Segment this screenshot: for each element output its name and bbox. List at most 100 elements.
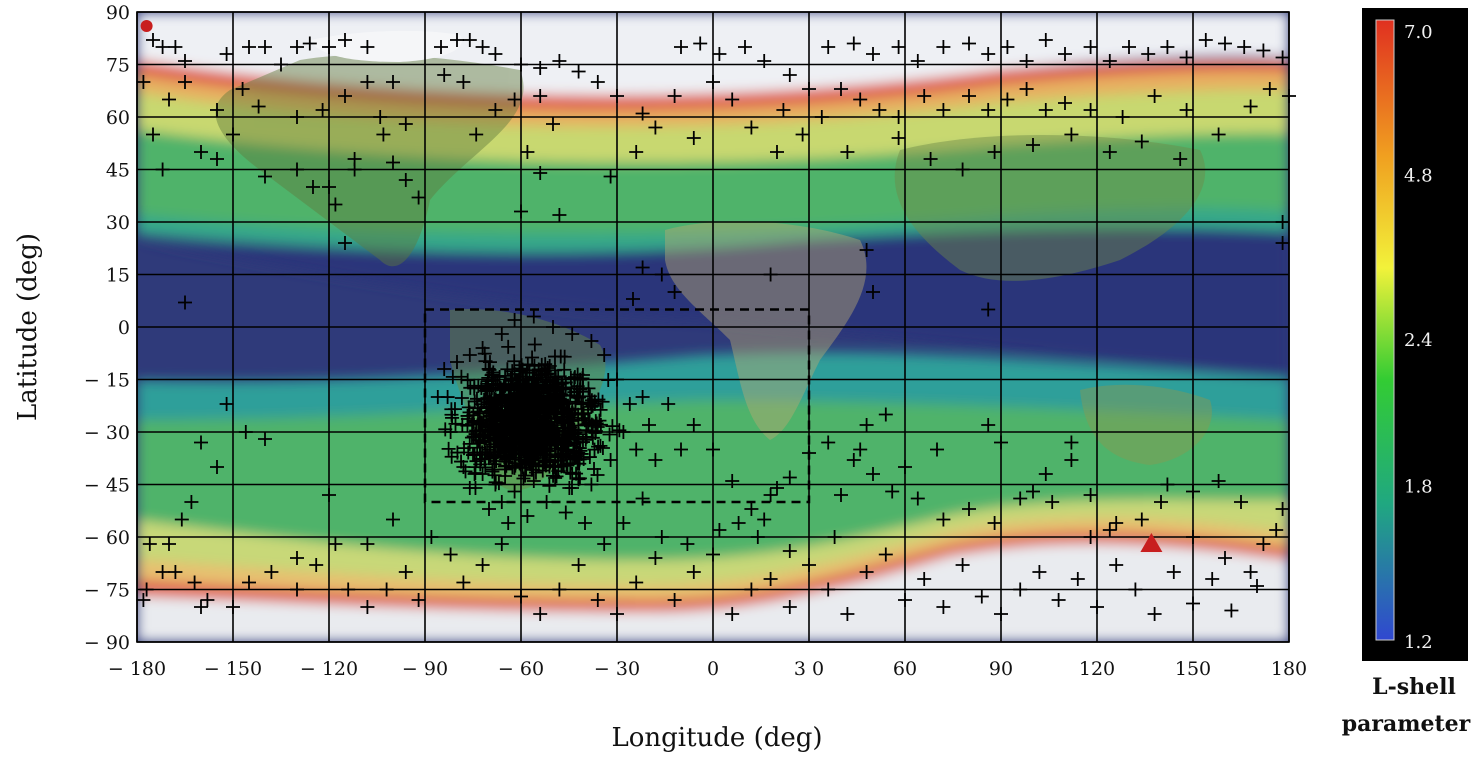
point-marker: [1154, 495, 1168, 509]
point-marker: [462, 33, 477, 47]
point-marker: [527, 337, 542, 352]
point-marker: [725, 92, 740, 107]
point-marker: [744, 120, 759, 135]
point-marker: [302, 36, 317, 51]
point-marker: [438, 422, 453, 437]
point-marker: [593, 402, 608, 417]
point-marker: [520, 145, 535, 159]
point-marker: [648, 551, 663, 565]
point-marker: [1058, 47, 1072, 61]
point-marker: [706, 75, 720, 89]
point-marker: [616, 516, 631, 530]
point-marker: [802, 82, 816, 96]
point-marker: [494, 537, 509, 551]
y-tick-label: − 30: [84, 422, 130, 444]
point-marker: [475, 341, 490, 355]
red-triangle-marker: [1140, 533, 1163, 552]
point-marker: [322, 40, 336, 54]
point-marker: [492, 382, 507, 397]
point-marker: [572, 456, 587, 471]
point-marker: [962, 502, 976, 516]
region-box-dashed: [423, 308, 811, 504]
point-marker: [219, 47, 234, 61]
point-marker: [1051, 593, 1066, 607]
point-marker: [642, 418, 656, 432]
point-marker: [483, 408, 498, 423]
point-marker: [512, 434, 527, 449]
point-marker: [524, 458, 539, 473]
point-marker: [706, 547, 720, 562]
point-marker: [898, 460, 912, 474]
point-marker: [376, 127, 391, 142]
y-tick-label: − 45: [84, 475, 130, 497]
y-tick-label: 15: [106, 265, 130, 287]
point-marker: [866, 467, 880, 481]
point-marker: [674, 40, 688, 54]
point-marker: [622, 397, 637, 411]
point-marker: [553, 349, 568, 364]
point-marker: [219, 397, 234, 411]
point-marker: [386, 512, 400, 527]
point-marker: [1000, 40, 1015, 54]
point-marker: [194, 435, 208, 450]
point-marker: [1141, 47, 1156, 61]
point-marker: [494, 327, 509, 341]
point-marker: [462, 348, 477, 362]
point-marker: [274, 57, 288, 72]
point-marker: [441, 441, 456, 456]
point-marker: [155, 162, 170, 177]
point-marker: [1275, 215, 1290, 229]
point-marker: [1218, 36, 1232, 51]
point-marker: [936, 512, 951, 527]
x-tick-labels: − 180− 150− 120− 90− 60− 30 0 3 0 60 90 120 15…: [108, 658, 1307, 680]
point-marker: [470, 440, 485, 455]
point-marker: [859, 418, 874, 432]
point-marker: [987, 516, 1002, 530]
point-marker: [525, 396, 540, 411]
point-marker: [712, 47, 727, 61]
point-marker: [411, 190, 426, 205]
point-marker: [1038, 103, 1053, 117]
point-marker: [782, 470, 797, 485]
point-marker: [1198, 33, 1213, 47]
point-marker: [328, 197, 343, 212]
point-marker: [1173, 152, 1188, 166]
point-marker: [398, 173, 413, 187]
point-marker: [593, 438, 608, 453]
point-marker: [981, 302, 996, 317]
point-marker: [264, 565, 279, 579]
x-tick-label: − 60: [498, 658, 544, 680]
point-marker: [706, 442, 720, 457]
y-tick-labels: 90 75 60 45 30 15 0 − 15 − 30 − 45 − 60 − 75 − 90: [84, 2, 130, 654]
point-marker: [750, 530, 765, 544]
point-marker: [802, 446, 816, 460]
point-marker: [168, 565, 183, 579]
point-marker: [338, 33, 352, 47]
point-marker: [514, 589, 528, 604]
y-tick-label: 75: [106, 55, 130, 77]
point-marker: [360, 537, 375, 551]
point-marker: [578, 516, 592, 530]
point-marker: [686, 418, 701, 432]
point-marker: [629, 442, 644, 457]
point-marker: [1147, 89, 1162, 103]
point-marker: [770, 145, 784, 159]
point-marker: [520, 406, 535, 421]
point-marker: [592, 413, 607, 428]
point-marker: [322, 180, 336, 194]
point-marker: [1000, 92, 1015, 107]
point-marker: [565, 402, 580, 417]
point-marker: [725, 607, 740, 621]
point-marker: [194, 600, 208, 614]
point-marker: [974, 589, 989, 604]
point-marker: [557, 362, 572, 377]
point-marker: [821, 582, 836, 597]
point-marker: [450, 355, 464, 369]
point-marker: [562, 481, 577, 495]
point-marker: [827, 530, 842, 544]
point-marker: [994, 607, 1008, 621]
point-marker: [468, 465, 483, 480]
point-marker: [512, 456, 527, 471]
point-marker: [571, 64, 586, 79]
point-marker: [460, 373, 475, 388]
